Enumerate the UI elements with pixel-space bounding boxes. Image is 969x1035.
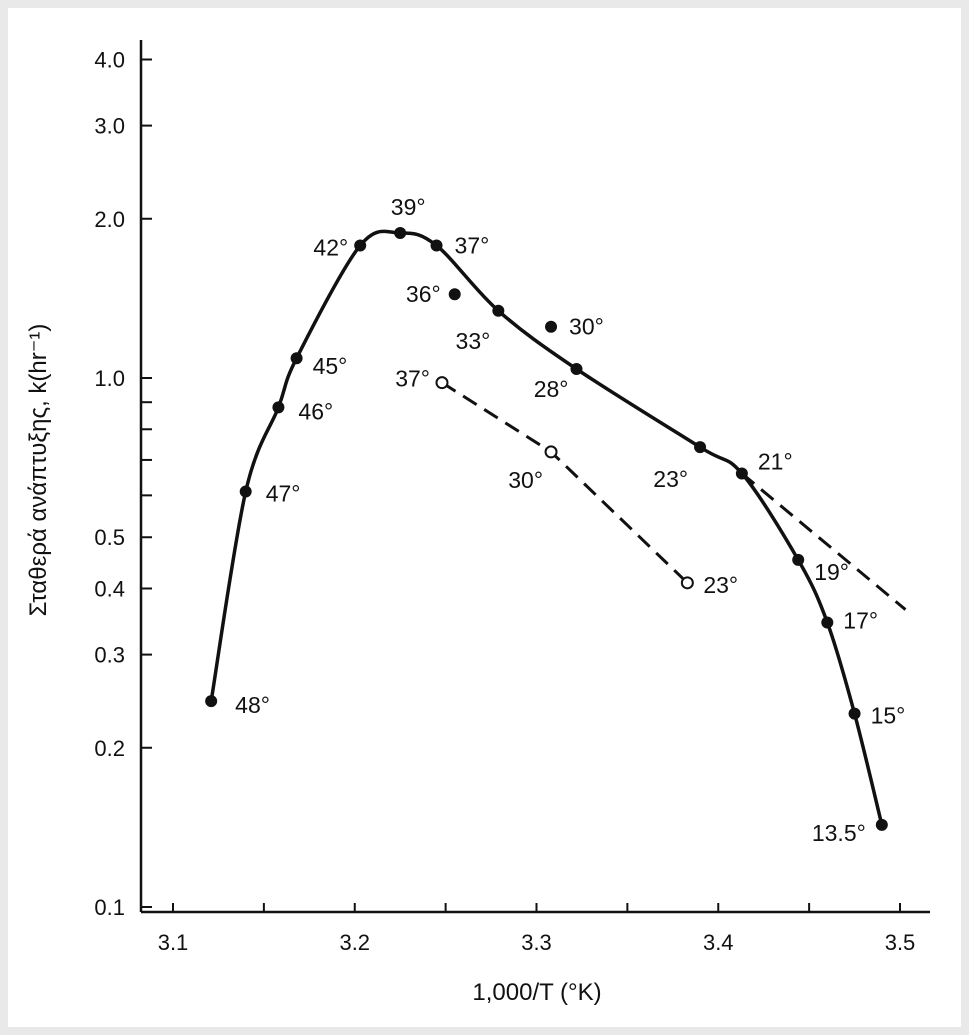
data-point	[272, 401, 285, 414]
data-point	[792, 553, 805, 566]
point-label: 28°	[534, 376, 569, 402]
data-point	[694, 441, 707, 454]
x-axis-title: 1,000/T (°K)	[472, 979, 601, 1006]
series-lines	[209, 229, 907, 826]
data-point	[545, 320, 558, 333]
y-tick-label: 0.2	[94, 736, 125, 761]
data-point	[448, 288, 461, 301]
y-tick-label: 0.4	[94, 577, 125, 602]
point-label: 48°	[235, 692, 270, 718]
point-label: 45°	[313, 353, 348, 379]
x-tick-label: 3.1	[158, 930, 189, 955]
data-point	[492, 304, 505, 317]
point-label: 39°	[391, 194, 426, 220]
data-point	[394, 226, 407, 239]
y-tick-label: 0.1	[94, 895, 125, 920]
data-point	[290, 352, 303, 365]
y-tick-label: 2.0	[94, 207, 125, 232]
series-line-dashed	[441, 381, 689, 584]
point-label: 42°	[313, 235, 348, 261]
point-label: 30°	[508, 467, 543, 493]
point-label: 30°	[569, 314, 604, 340]
data-point-open	[680, 576, 694, 590]
data-point	[430, 239, 443, 252]
point-labels: 48° 47° 46° 45° 42° 39° 37° 33° 28° 23° 21° 19° 17° 1…	[235, 194, 905, 846]
point-label: 17°	[843, 607, 878, 633]
x-tick-label: 3.5	[885, 930, 916, 955]
point-label: 36°	[406, 281, 441, 307]
point-label: 46°	[298, 398, 333, 424]
y-tick-label: 0.5	[94, 525, 125, 550]
axes: 3.1 3.2 3.3 3.4 3.5 0.1 0.2 0.3 0.4 0.5 1.0 2.0 3.0 4…	[94, 40, 930, 955]
point-label: 23°	[653, 466, 688, 492]
data-point-open	[435, 376, 449, 390]
x-tick-label: 3.3	[521, 930, 552, 955]
data-point	[205, 695, 218, 708]
plot-frame	[8, 8, 961, 1027]
point-label: 21°	[758, 448, 793, 474]
point-label: 37°	[395, 366, 430, 392]
y-axis-title: Σταθερά ανάπτυξης, k(hr⁻¹)	[25, 324, 52, 617]
data-points	[205, 226, 888, 831]
data-point	[570, 362, 583, 375]
point-label: 13.5°	[812, 820, 866, 846]
data-point	[875, 818, 888, 831]
data-point	[354, 239, 367, 252]
y-tick-label: 3.0	[94, 114, 125, 139]
x-tick-label: 3.2	[339, 930, 370, 955]
point-label: 15°	[871, 703, 906, 729]
data-point-open	[544, 445, 558, 459]
point-label: 19°	[814, 559, 849, 585]
point-label: 37°	[455, 233, 490, 259]
series-line	[209, 229, 884, 826]
x-tick-label: 3.4	[703, 930, 734, 955]
data-point	[735, 467, 748, 480]
point-label: 47°	[266, 481, 301, 507]
y-tick-label: 0.3	[94, 643, 125, 668]
point-label: 33°	[456, 328, 491, 354]
y-tick-label: 4.0	[94, 48, 125, 73]
data-point	[848, 707, 861, 720]
data-point	[821, 616, 834, 629]
point-label: 23°	[703, 572, 738, 598]
series-line-dashed	[740, 472, 907, 611]
data-point	[239, 485, 252, 498]
y-tick-label: 1.0	[94, 366, 125, 391]
